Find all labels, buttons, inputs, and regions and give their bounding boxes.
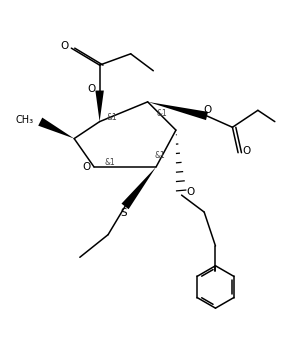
Text: S: S	[120, 208, 127, 218]
Text: O: O	[60, 41, 68, 51]
Text: &1: &1	[107, 113, 118, 122]
Polygon shape	[148, 102, 208, 120]
Text: O: O	[82, 162, 90, 172]
Text: CH₃: CH₃	[15, 115, 33, 125]
Text: O: O	[186, 187, 194, 197]
Polygon shape	[95, 90, 104, 122]
Polygon shape	[122, 167, 156, 209]
Text: O: O	[203, 105, 211, 115]
Text: &1: &1	[104, 158, 115, 167]
Text: &1: &1	[155, 151, 166, 160]
Text: &1: &1	[156, 109, 167, 118]
Text: O: O	[242, 146, 250, 156]
Text: O: O	[87, 84, 95, 94]
Polygon shape	[38, 118, 74, 139]
